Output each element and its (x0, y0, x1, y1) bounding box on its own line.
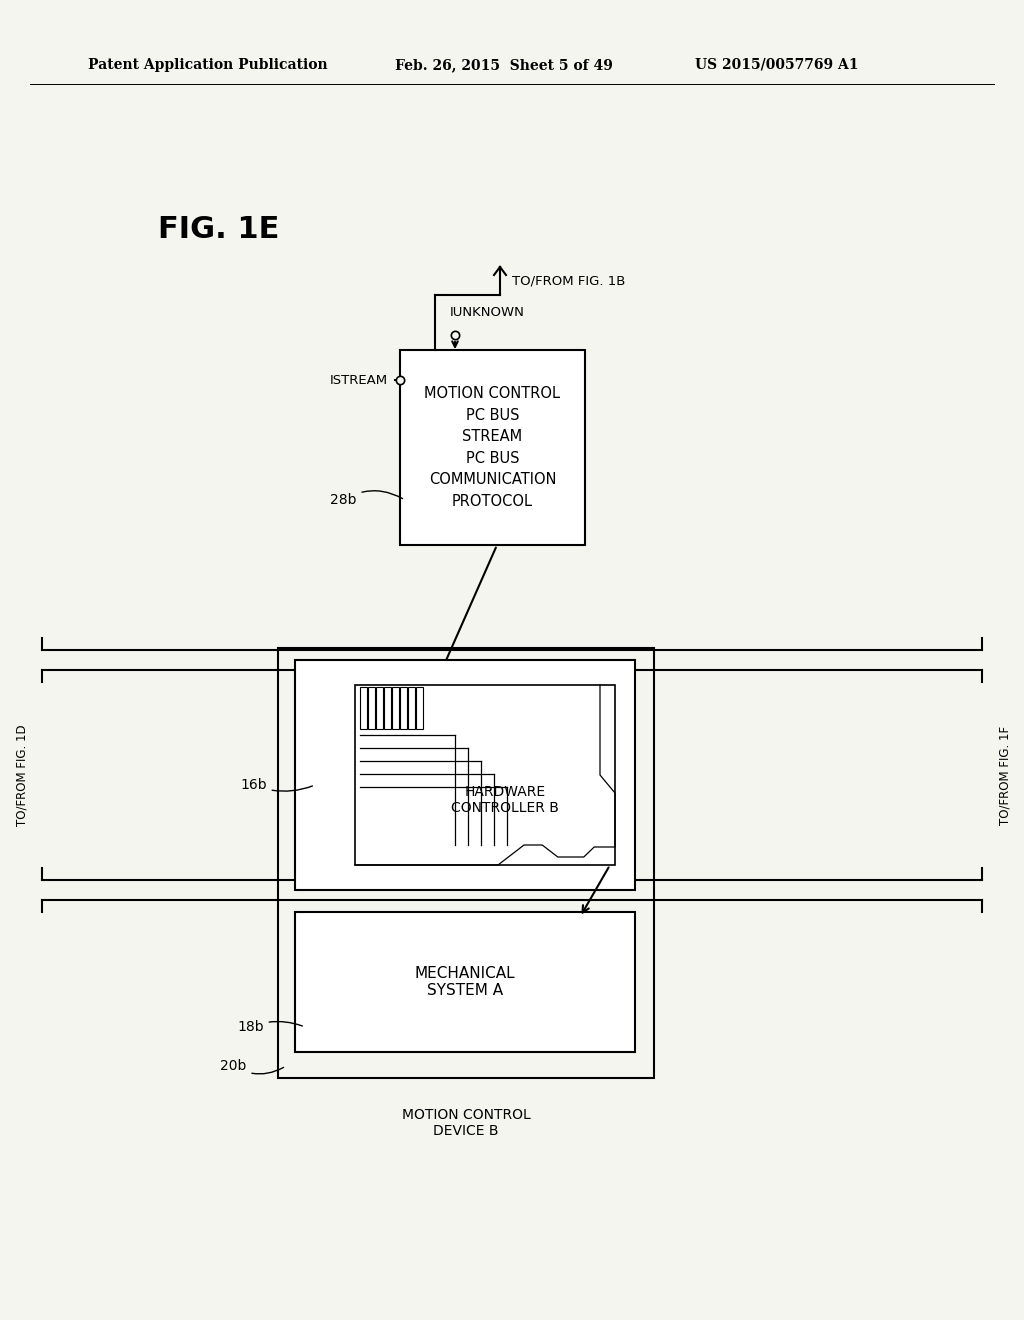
Bar (416, 686, 423, 729)
Bar (295, 912, 635, 1052)
Text: MOTION CONTROL
DEVICE B: MOTION CONTROL DEVICE B (401, 1107, 530, 1138)
Text: MOTION CONTROL
PC BUS
STREAM
PC BUS
COMMUNICATION
PROTOCOL: MOTION CONTROL PC BUS STREAM PC BUS COMM… (425, 385, 560, 510)
Text: FIG. 1E: FIG. 1E (158, 215, 280, 244)
Text: 18b: 18b (237, 1020, 302, 1034)
Bar (368, 686, 375, 729)
Bar (355, 685, 615, 865)
Text: ISTREAM: ISTREAM (330, 374, 388, 387)
Text: 28b: 28b (330, 491, 402, 507)
Bar (400, 686, 407, 729)
Bar (295, 660, 635, 890)
Bar (360, 686, 367, 729)
Bar (400, 350, 585, 545)
Text: 20b: 20b (220, 1059, 284, 1074)
Text: TO/FROM FIG. 1B: TO/FROM FIG. 1B (512, 275, 626, 288)
Text: IUNKNOWN: IUNKNOWN (450, 306, 525, 319)
Bar (278, 648, 654, 1078)
Bar (376, 686, 383, 729)
Bar (392, 686, 399, 729)
Bar (408, 686, 415, 729)
Text: MECHANICAL
SYSTEM A: MECHANICAL SYSTEM A (415, 966, 515, 998)
Text: 16b: 16b (240, 777, 312, 792)
Text: TO/FROM FIG. 1F: TO/FROM FIG. 1F (998, 726, 1012, 825)
Text: Patent Application Publication: Patent Application Publication (88, 58, 328, 73)
Text: TO/FROM FIG. 1D: TO/FROM FIG. 1D (15, 725, 29, 826)
Text: HARDWARE
CONTROLLER B: HARDWARE CONTROLLER B (451, 785, 559, 814)
Bar (384, 686, 391, 729)
Text: US 2015/0057769 A1: US 2015/0057769 A1 (695, 58, 858, 73)
Text: Feb. 26, 2015  Sheet 5 of 49: Feb. 26, 2015 Sheet 5 of 49 (395, 58, 613, 73)
